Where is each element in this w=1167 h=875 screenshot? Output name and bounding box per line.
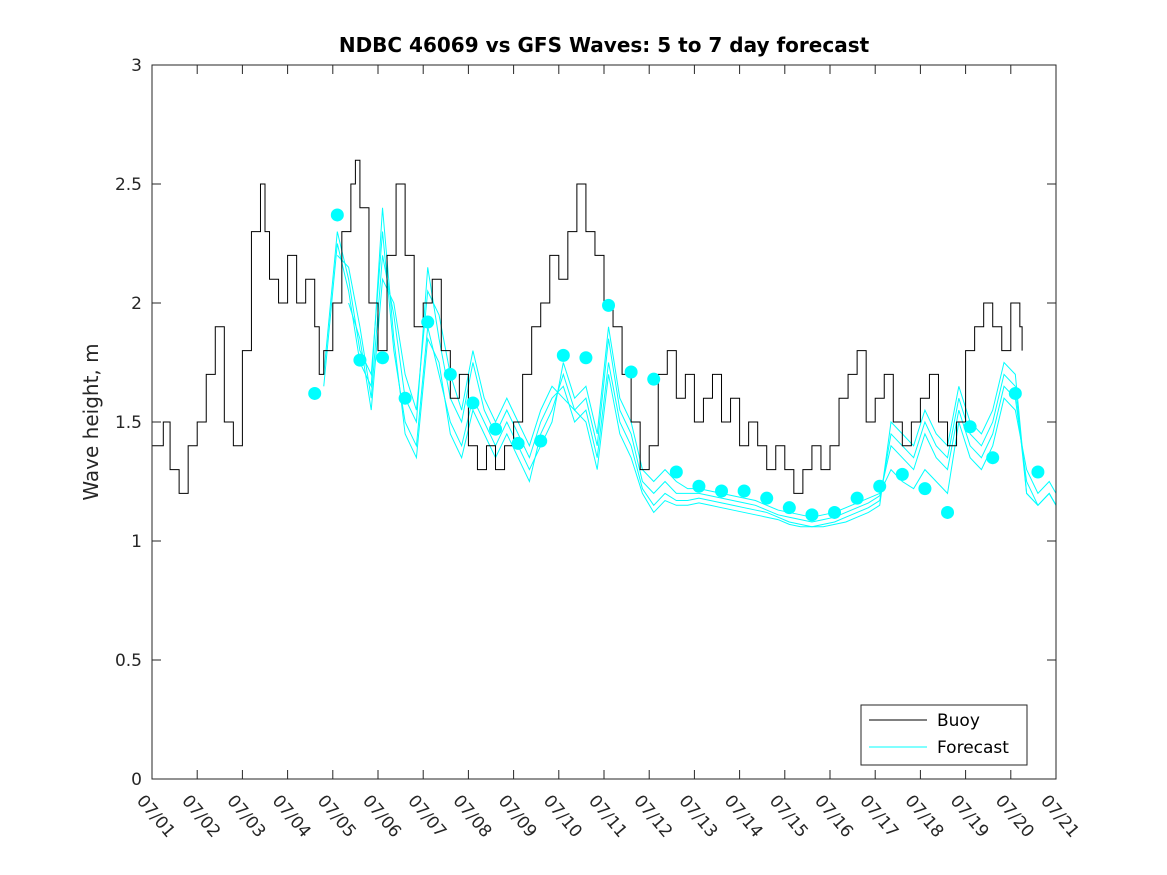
- x-tick-label: 07/02: [177, 791, 224, 841]
- legend: Buoy Forecast: [860, 704, 1028, 766]
- forecast-marker: [421, 315, 435, 329]
- x-tick-label: 07/01: [132, 791, 179, 841]
- series-layer: [152, 159, 1057, 528]
- forecast-marker: [873, 479, 887, 493]
- forecast-marker: [1031, 465, 1045, 479]
- forecast-marker: [556, 348, 570, 362]
- forecast-marker: [466, 396, 480, 410]
- x-tick-label: 07/03: [223, 791, 270, 841]
- x-tick-label: 07/06: [358, 791, 405, 841]
- legend-buoy-label: Buoy: [937, 711, 980, 731]
- x-tick-label: 07/16: [810, 791, 857, 841]
- forecast-marker: [918, 482, 932, 496]
- y-tick-label: 1.5: [115, 413, 142, 433]
- forecast-marker: [330, 208, 344, 222]
- x-tick-label: 07/18: [901, 791, 948, 841]
- forecast-marker: [895, 467, 909, 481]
- chart-title: NDBC 46069 vs GFS Waves: 5 to 7 day fore…: [339, 33, 870, 57]
- forecast-marker: [963, 420, 977, 434]
- forecast-marker: [692, 479, 706, 493]
- x-tick-label: 07/11: [584, 791, 631, 841]
- forecast-marker: [353, 353, 367, 367]
- buoy-series-line: [152, 159, 1023, 494]
- forecast-marker: [828, 505, 842, 519]
- forecast-marker: [308, 386, 322, 400]
- forecast-marker: [624, 365, 638, 379]
- forecast-marker: [1008, 386, 1022, 400]
- forecast-marker: [760, 491, 774, 505]
- forecast-marker: [443, 367, 457, 381]
- x-tick-label: 07/15: [765, 791, 812, 841]
- forecast-marker: [941, 505, 955, 519]
- x-tick-label: 07/19: [946, 791, 993, 841]
- forecast-marker: [398, 391, 412, 405]
- marker-layer: [308, 208, 1045, 522]
- y-tick-label: 2: [131, 294, 142, 314]
- forecast-marker: [579, 351, 593, 365]
- x-tick-label: 07/21: [1036, 791, 1083, 841]
- y-axis: 0 0.5 1 1.5 2 2.5 3: [115, 56, 1056, 790]
- x-tick-label: 07/20: [991, 791, 1038, 841]
- x-tick-label: 07/13: [675, 791, 722, 841]
- forecast-marker: [715, 484, 729, 498]
- forecast-marker: [489, 422, 503, 436]
- forecast-marker: [986, 451, 1000, 465]
- x-tick-label: 07/14: [720, 791, 767, 841]
- x-tick-label: 07/12: [629, 791, 676, 841]
- forecast-marker: [376, 351, 390, 365]
- x-tick-label: 07/04: [268, 791, 315, 841]
- forecast-marker: [534, 434, 548, 448]
- y-tick-label: 0: [131, 770, 142, 790]
- forecast-series-line: [348, 277, 1057, 528]
- forecast-marker: [669, 465, 683, 479]
- y-tick-label: 1: [131, 532, 142, 552]
- x-tick-label: 07/09: [494, 791, 541, 841]
- x-tick-label: 07/08: [449, 791, 496, 841]
- forecast-marker: [805, 508, 819, 522]
- forecast-marker: [782, 501, 796, 515]
- y-tick-label: 2.5: [115, 175, 142, 195]
- x-tick-label: 07/17: [855, 791, 902, 841]
- y-axis-label: Wave height, m: [79, 343, 103, 500]
- forecast-marker: [737, 484, 751, 498]
- x-tick-label: 07/07: [403, 791, 450, 841]
- x-tick-label: 07/10: [539, 791, 586, 841]
- legend-box: [860, 704, 1028, 766]
- forecast-marker: [602, 298, 616, 312]
- y-tick-label: 3: [131, 56, 142, 76]
- legend-forecast-label: Forecast: [937, 738, 1009, 758]
- x-tick-label: 07/05: [313, 791, 360, 841]
- forecast-marker: [511, 436, 525, 450]
- forecast-series-line: [323, 207, 1057, 523]
- plot-area: [152, 65, 1056, 779]
- forecast-series-line: [336, 255, 1057, 528]
- y-tick-label: 0.5: [115, 651, 142, 671]
- forecast-marker: [647, 372, 661, 386]
- forecast-marker: [850, 491, 864, 505]
